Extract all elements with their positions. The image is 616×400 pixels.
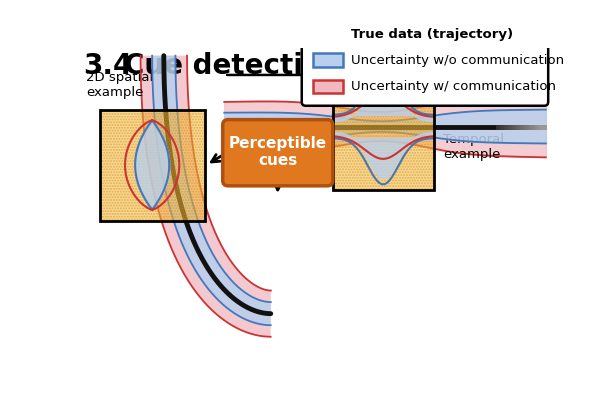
FancyBboxPatch shape xyxy=(302,13,548,106)
Polygon shape xyxy=(152,56,271,325)
Text: Temporal
example: Temporal example xyxy=(443,133,504,161)
FancyBboxPatch shape xyxy=(314,53,343,67)
Text: True data (trajectory): True data (trajectory) xyxy=(351,28,513,41)
Bar xyxy=(333,86,434,190)
Text: 2D spatial
example: 2D spatial example xyxy=(86,71,153,99)
FancyBboxPatch shape xyxy=(314,80,343,94)
Text: Uncertainty w/o communication: Uncertainty w/o communication xyxy=(351,54,564,67)
FancyBboxPatch shape xyxy=(223,120,333,186)
Bar xyxy=(333,86,434,190)
Text: Cue detection: Cue detection xyxy=(123,52,341,80)
Text: Perceptible
cues: Perceptible cues xyxy=(229,136,326,168)
Bar xyxy=(100,110,205,221)
Bar xyxy=(100,110,205,221)
Text: Uncertainty w/ communication: Uncertainty w/ communication xyxy=(351,80,556,93)
Bar xyxy=(100,110,205,221)
Bar xyxy=(333,86,434,190)
Text: 3.4: 3.4 xyxy=(83,52,132,80)
Text: Time: Time xyxy=(447,68,482,83)
Polygon shape xyxy=(140,56,271,337)
